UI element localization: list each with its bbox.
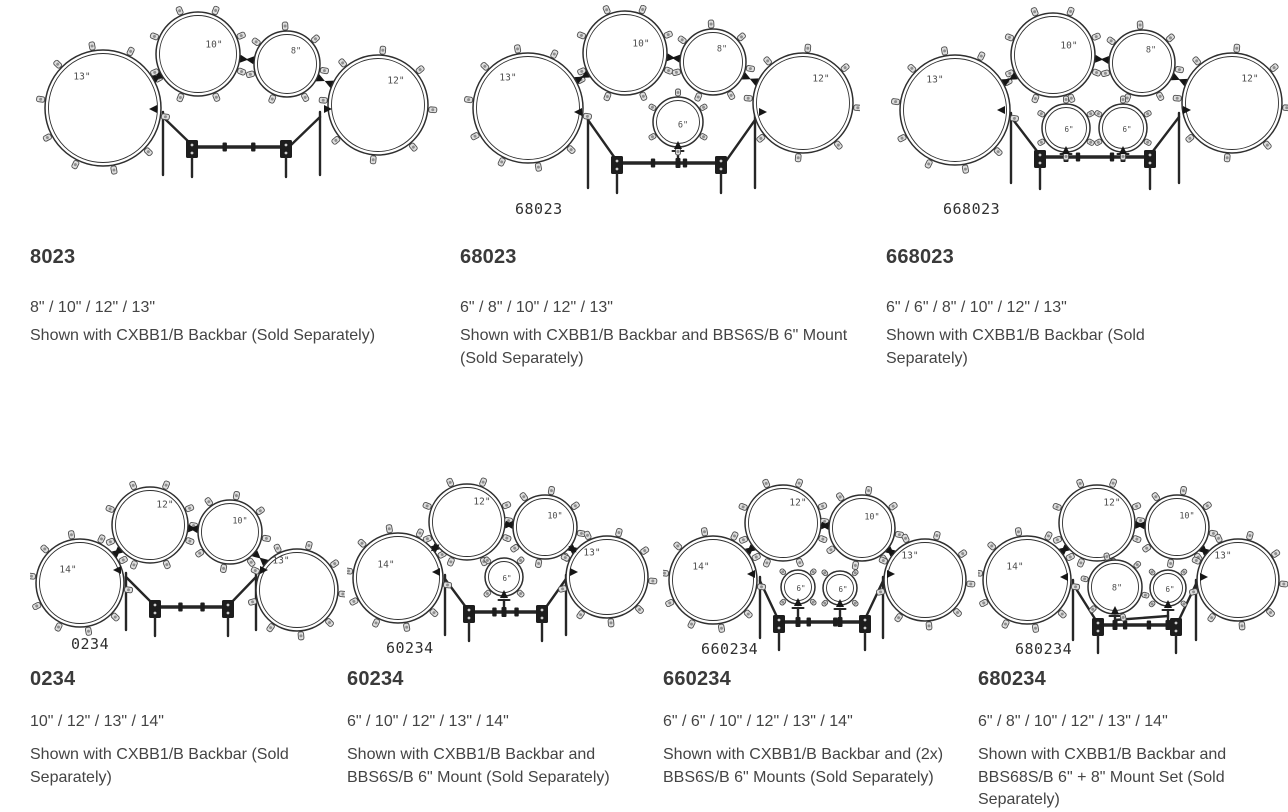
svg-text:13": 13": [926, 75, 943, 86]
kit-description: Shown with CXBB1/B Backbar (Sold Separat…: [30, 327, 376, 344]
svg-text:10": 10": [1060, 41, 1077, 52]
kit-card-68023: 13" 10" 8" 12" 6" 68023 68023 6" / 8" / 10" …: [460, 5, 882, 367]
svg-text:14": 14": [692, 562, 709, 573]
kit-description: Shown with CXBB1/B Backbar and BBS6S/B 6…: [347, 746, 610, 786]
kit-sizes: 6" / 8" / 10" / 12" / 13": [460, 299, 613, 316]
svg-text:6": 6": [1165, 585, 1174, 594]
kit-sizes: 10" / 12" / 13" / 14": [30, 713, 164, 730]
svg-text:13": 13": [272, 556, 289, 567]
kit-model-heading: 60234: [347, 668, 404, 690]
svg-text:10": 10": [547, 512, 562, 522]
kit-diagram: 14" 12" 10" 13": [30, 480, 345, 641]
kit-diagram: 14" 12" 10" 13" 6": [347, 477, 658, 643]
kit-description: Shown with CXBB1/B Backbar and BBS68S/B …: [978, 746, 1227, 808]
diagram-part-number: 0234: [71, 635, 110, 653]
svg-text:8": 8": [1146, 46, 1156, 56]
kit-sizes: 8" / 10" / 12" / 13": [30, 299, 156, 316]
svg-text:10": 10": [205, 40, 222, 51]
kit-model-heading: 0234: [30, 668, 76, 690]
svg-text:6": 6": [796, 584, 805, 593]
svg-text:13": 13": [499, 73, 516, 84]
kit-diagram: 14" 12" 10" 13" 8" 6": [978, 478, 1288, 655]
svg-text:6": 6": [678, 121, 688, 131]
svg-text:13": 13": [73, 72, 90, 83]
diagram-part-number: 60234: [386, 639, 434, 657]
kit-card-660234: 14" 12" 10" 13" 6" 6" 660234 660234 6" / 6" /…: [663, 470, 981, 809]
kit-card-8023: 13" 10" 8" 12" 8023 8" / 10" / 12" / 13" Sh…: [30, 5, 450, 365]
kit-model-heading: 680234: [978, 668, 1046, 690]
svg-text:12": 12": [156, 500, 173, 511]
svg-text:10": 10": [864, 513, 879, 523]
kit-sizes: 6" / 10" / 12" / 13" / 14": [347, 713, 509, 730]
diagram-part-number: 660234: [701, 640, 759, 658]
kit-sizes: 6" / 8" / 10" / 12" / 13" / 14": [978, 713, 1168, 730]
kit-diagram: 13" 10" 8" 12" 6" 6": [891, 6, 1288, 191]
kit-sizes: 6" / 6" / 8" / 10" / 12" / 13": [886, 299, 1067, 316]
svg-text:14": 14": [1006, 562, 1023, 573]
kit-description: Shown with CXBB1/B Backbar (Sold Separat…: [886, 327, 1145, 367]
svg-text:6": 6": [1064, 125, 1073, 134]
svg-text:6": 6": [1122, 125, 1131, 134]
kit-diagram: 14" 12" 10" 13" 6" 6": [663, 478, 976, 652]
kit-card-668023: 13" 10" 8" 12" 6" 6" 668023 668023 6" / 6" / …: [886, 5, 1288, 367]
svg-text:12": 12": [387, 76, 404, 87]
svg-text:12": 12": [789, 498, 806, 509]
kit-description: Shown with CXBB1/B Backbar and BBS6S/B 6…: [460, 327, 848, 367]
svg-text:8": 8": [291, 47, 301, 57]
svg-text:12": 12": [473, 497, 490, 508]
kit-card-0234: 14" 12" 10" 13" 0234 0234 10" / 12" / 13" /…: [30, 470, 345, 809]
diagram-part-number: 68023: [515, 200, 563, 218]
kit-card-60234: 14" 12" 10" 13" 6" 60234 60234 6" / 10" / 12…: [347, 470, 663, 809]
svg-text:6": 6": [838, 585, 847, 594]
kit-model-heading: 668023: [886, 246, 954, 268]
kit-model-heading: 8023: [30, 246, 76, 268]
kit-diagram: 13" 10" 8" 12": [36, 5, 438, 179]
svg-text:13": 13": [901, 551, 918, 562]
diagram-part-number: 668023: [943, 200, 1001, 218]
svg-text:6": 6": [502, 574, 511, 583]
diagram-part-number: 680234: [1015, 640, 1073, 658]
kit-description: Shown with CXBB1/B Backbar and (2x) BBS6…: [663, 746, 944, 786]
svg-text:14": 14": [59, 565, 76, 576]
svg-text:12": 12": [812, 74, 829, 85]
svg-text:14": 14": [377, 560, 394, 571]
kit-model-heading: 68023: [460, 246, 517, 268]
kit-sizes: 6" / 6" / 10" / 12" / 13" / 14": [663, 713, 853, 730]
svg-text:12": 12": [1103, 498, 1120, 509]
kit-card-680234: 14" 12" 10" 13" 8" 6" 680234 680234 6" / 8" /…: [978, 470, 1288, 809]
kit-description: Shown with CXBB1/B Backbar (Sold Separat…: [30, 746, 289, 786]
kit-diagram: 13" 10" 8" 12" 6": [464, 5, 860, 195]
svg-text:12": 12": [1241, 74, 1258, 85]
svg-text:10": 10": [232, 517, 247, 527]
svg-text:8": 8": [717, 45, 727, 55]
kit-model-heading: 660234: [663, 668, 731, 690]
svg-text:10": 10": [1179, 512, 1194, 522]
svg-text:10": 10": [632, 39, 649, 50]
svg-text:13": 13": [583, 548, 600, 559]
svg-text:13": 13": [1214, 551, 1231, 562]
svg-text:8": 8": [1112, 584, 1122, 594]
